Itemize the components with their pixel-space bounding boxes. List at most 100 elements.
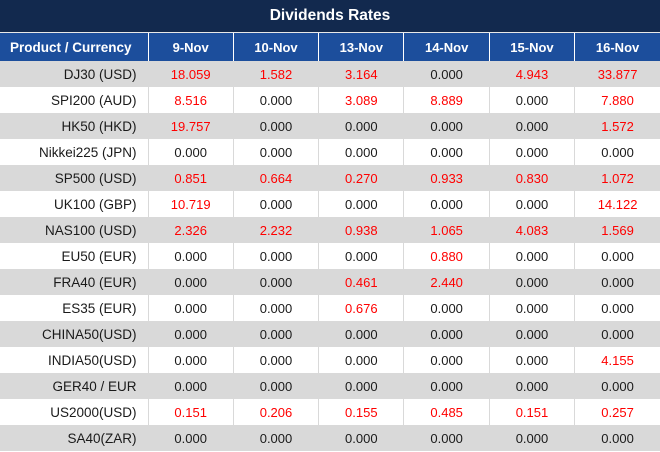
value-cell: 0.000 xyxy=(574,321,660,347)
table-row: HK50 (HKD) 19.757 0.000 0.000 0.000 0.000 1.57… xyxy=(0,113,660,139)
table-row: SA40(ZAR) 0.000 0.000 0.000 0.000 0.000 0.000 xyxy=(0,425,660,451)
table-row: SPI200 (AUD) 8.516 0.000 3.089 8.889 0.000 7.8… xyxy=(0,87,660,113)
value-cell: 0.000 xyxy=(403,295,490,321)
product-cell: SPI200 (AUD) xyxy=(50,92,137,108)
value-cell: 19.757 xyxy=(147,113,234,139)
value-cell: 3.089 xyxy=(318,87,404,113)
value-cell: 1.572 xyxy=(574,113,660,139)
value-cell: 0.000 xyxy=(403,321,490,347)
value-cell: 4.943 xyxy=(488,61,575,87)
column-header-date-4: 14-Nov xyxy=(403,33,490,61)
column-header-date-5: 15-Nov xyxy=(488,33,575,61)
value-cell: 18.059 xyxy=(147,61,234,87)
product-cell: DJ30 (USD) xyxy=(0,61,148,87)
page-title: Dividends Rates xyxy=(269,7,391,24)
value-cell: 0.151 xyxy=(147,399,234,425)
value-cell: 0.000 xyxy=(147,139,234,165)
value-cell: 0.000 xyxy=(488,373,575,399)
value-cell: 0.933 xyxy=(403,165,490,191)
value-cell: 0.000 xyxy=(147,373,234,399)
value-cell: 0.257 xyxy=(574,399,660,425)
value-cell: 0.485 xyxy=(403,399,490,425)
value-cell: 2.440 xyxy=(403,269,490,295)
table-header: Product / Currency 9-Nov 10-Nov 13-Nov 1… xyxy=(0,33,660,61)
table-row: SP500 (USD) 0.851 0.664 0.270 0.933 0.830 1.07… xyxy=(0,165,660,191)
value-cell: 0.270 xyxy=(318,165,404,191)
value-cell: 0.000 xyxy=(318,321,404,347)
table-row: DJ30 (USD) 18.059 1.582 3.164 0.000 4.943 33.8… xyxy=(0,61,660,87)
product-cell: UK100 (GBP) xyxy=(53,196,137,212)
value-cell: 0.000 xyxy=(232,347,319,373)
value-cell: 0.830 xyxy=(488,165,575,191)
value-cell: 0.206 xyxy=(232,399,319,425)
value-cell: 4.083 xyxy=(488,217,575,243)
value-cell: 0.461 xyxy=(318,269,404,295)
value-cell: 0.000 xyxy=(147,321,234,347)
value-cell: 0.000 xyxy=(574,139,660,165)
value-cell: 0.000 xyxy=(232,191,319,217)
table-row: EU50 (EUR) 0.000 0.000 0.000 0.880 0.000 0.000 xyxy=(0,243,660,269)
value-cell: 7.880 xyxy=(574,87,660,113)
value-cell: 4.155 xyxy=(574,347,660,373)
product-cell: GER40 / EUR xyxy=(0,373,148,399)
value-cell: 10.719 xyxy=(147,191,234,217)
value-cell: 0.000 xyxy=(147,295,234,321)
value-cell: 1.072 xyxy=(574,165,660,191)
table-row: NAS100 (USD) 2.326 2.232 0.938 1.065 4.083 1.5… xyxy=(0,217,660,243)
product-cell: Nikkei225 (JPN) xyxy=(38,144,137,160)
value-cell: 0.000 xyxy=(403,347,490,373)
header-row: Product / Currency 9-Nov 10-Nov 13-Nov 1… xyxy=(0,33,660,61)
value-cell: 0.000 xyxy=(147,425,234,451)
product-cell: NAS100 (USD) xyxy=(0,217,148,243)
value-cell: 0.000 xyxy=(403,139,490,165)
title-bar: Dividends Rates xyxy=(0,0,660,33)
value-cell: 0.000 xyxy=(488,295,575,321)
value-cell: 0.000 xyxy=(318,191,404,217)
value-cell: 0.000 xyxy=(318,425,404,451)
value-cell: 1.582 xyxy=(232,61,319,87)
value-cell: 0.000 xyxy=(147,243,234,269)
table-row: CHINA50(USD) 0.000 0.000 0.000 0.000 0.000 0.0… xyxy=(0,321,660,347)
product-cell: FRA40 (EUR) xyxy=(0,269,148,295)
value-cell: 0.000 xyxy=(488,87,575,113)
value-cell: 0.676 xyxy=(318,295,404,321)
dividends-rates-table: Product / Currency 9-Nov 10-Nov 13-Nov 1… xyxy=(0,33,660,451)
value-cell: 0.000 xyxy=(574,243,660,269)
value-cell: 0.000 xyxy=(232,321,319,347)
value-cell: 0.000 xyxy=(232,87,319,113)
value-cell: 0.000 xyxy=(488,425,575,451)
value-cell: 0.851 xyxy=(147,165,234,191)
value-cell: 0.000 xyxy=(488,113,575,139)
value-cell: 0.000 xyxy=(318,347,404,373)
table-row: FRA40 (EUR) 0.000 0.000 0.461 2.440 0.000 0.00… xyxy=(0,269,660,295)
column-header-date-2: 10-Nov xyxy=(232,33,319,61)
value-cell: 0.000 xyxy=(232,295,319,321)
value-cell: 0.000 xyxy=(403,373,490,399)
value-cell: 0.000 xyxy=(488,243,575,269)
value-cell: 0.000 xyxy=(232,113,319,139)
value-cell: 0.880 xyxy=(403,243,490,269)
value-cell: 0.000 xyxy=(488,321,575,347)
value-cell: 14.122 xyxy=(574,191,660,217)
product-cell: INDIA50(USD) xyxy=(47,352,137,368)
value-cell: 0.000 xyxy=(488,139,575,165)
value-cell: 0.000 xyxy=(232,425,319,451)
product-cell: SP500 (USD) xyxy=(0,165,148,191)
value-cell: 0.000 xyxy=(574,295,660,321)
value-cell: 8.889 xyxy=(403,87,490,113)
value-cell: 0.000 xyxy=(318,113,404,139)
value-cell: 0.000 xyxy=(403,113,490,139)
value-cell: 0.000 xyxy=(232,269,319,295)
product-cell: CHINA50(USD) xyxy=(0,321,148,347)
value-cell: 8.516 xyxy=(147,87,234,113)
column-header-product: Product / Currency xyxy=(0,33,148,61)
table-row: US2000(USD) 0.151 0.206 0.155 0.485 0.151 0.25… xyxy=(0,399,660,425)
value-cell: 3.164 xyxy=(318,61,404,87)
value-cell: 0.664 xyxy=(232,165,319,191)
product-cell: EU50 (EUR) xyxy=(61,248,137,264)
value-cell: 0.000 xyxy=(574,269,660,295)
value-cell: 0.000 xyxy=(232,243,319,269)
value-cell: 0.000 xyxy=(488,269,575,295)
table-body: DJ30 (USD) 18.059 1.582 3.164 0.000 4.943 33.8… xyxy=(0,61,660,451)
value-cell: 0.000 xyxy=(318,373,404,399)
